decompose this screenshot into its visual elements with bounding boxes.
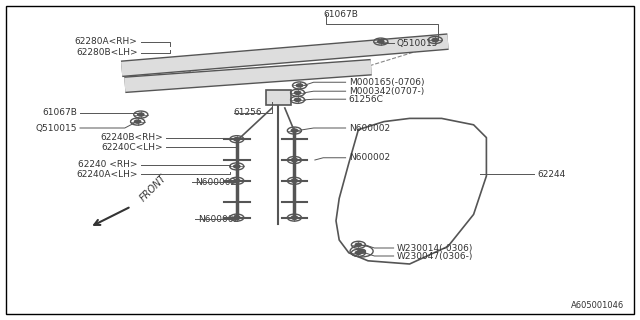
Text: 61256: 61256 (234, 108, 262, 117)
Text: 62240C<LH>: 62240C<LH> (102, 143, 163, 152)
Circle shape (355, 251, 362, 254)
Circle shape (432, 38, 438, 42)
Text: 62280A<RH>: 62280A<RH> (75, 37, 138, 46)
Text: 62240A<LH>: 62240A<LH> (76, 170, 138, 179)
Circle shape (294, 91, 301, 94)
Text: A605001046: A605001046 (571, 301, 624, 310)
Circle shape (291, 158, 298, 162)
Circle shape (291, 129, 298, 132)
Text: Q510015: Q510015 (35, 124, 77, 132)
Text: 62244: 62244 (538, 170, 566, 179)
Text: FRONT: FRONT (138, 172, 168, 203)
Text: N600002: N600002 (195, 178, 236, 187)
Circle shape (234, 165, 240, 168)
Text: W230014(-0306): W230014(-0306) (397, 244, 473, 252)
Circle shape (138, 113, 144, 116)
Circle shape (296, 84, 303, 87)
Text: 62280B<LH>: 62280B<LH> (76, 48, 138, 57)
Circle shape (378, 40, 384, 43)
Circle shape (294, 98, 301, 101)
Circle shape (234, 216, 240, 219)
Circle shape (234, 179, 240, 182)
Text: M000342(0707-): M000342(0707-) (349, 87, 424, 96)
Bar (266, 91, 291, 105)
Text: 61067B: 61067B (323, 10, 358, 19)
Text: 62240 <RH>: 62240 <RH> (78, 160, 138, 169)
Text: M000165(-0706): M000165(-0706) (349, 78, 424, 87)
Circle shape (134, 120, 141, 123)
Text: 61256C: 61256C (349, 95, 383, 104)
Text: W230047(0306-): W230047(0306-) (397, 252, 473, 260)
Circle shape (291, 216, 298, 219)
Circle shape (355, 243, 362, 246)
Text: Q510015: Q510015 (397, 39, 438, 48)
Circle shape (234, 138, 240, 141)
Text: 62240B<RH>: 62240B<RH> (100, 133, 163, 142)
Text: N600002: N600002 (349, 153, 390, 162)
Circle shape (291, 179, 298, 182)
Text: N600002: N600002 (349, 124, 390, 132)
Text: 61067B: 61067B (42, 108, 77, 117)
Text: N600002: N600002 (198, 215, 239, 224)
Circle shape (358, 249, 365, 253)
